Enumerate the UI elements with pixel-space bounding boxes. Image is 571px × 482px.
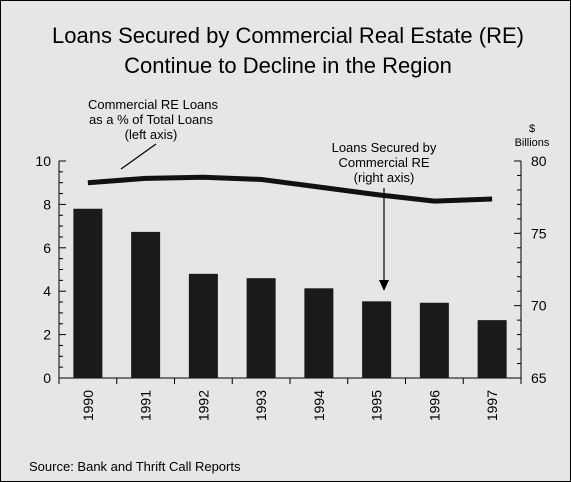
left-axis-tick-label: 2: [43, 327, 51, 343]
bar-annotation-line-2: Commercial RE: [338, 155, 429, 170]
bar: [419, 302, 449, 378]
bar: [477, 320, 507, 378]
x-axis-tick-label: 1991: [138, 390, 154, 421]
bar: [188, 273, 218, 378]
left-axis-tick-label: 4: [43, 283, 51, 299]
left-axis-tick-label: 0: [43, 370, 51, 386]
bar-annotation-line-1: Loans Secured by: [332, 140, 437, 155]
right-axis-tick-label: 75: [531, 225, 547, 241]
left-axis-tick-label: 6: [43, 240, 51, 256]
plot-area: 0 2 4 6 8 10 65 70 75 80 1990 1991 1992 1993 1994 1995 1…: [35, 153, 546, 421]
bar-annotation-arrow-head: [379, 280, 389, 291]
line-annotation-line-1: Commercial RE Loans: [88, 97, 219, 112]
right-axis-unit-line-2: Billions: [515, 137, 550, 149]
series-line: [87, 174, 493, 204]
x-axis-tick-label: 1997: [484, 390, 500, 421]
bar: [362, 301, 392, 378]
bar-annotation-line-3: (right axis): [354, 170, 415, 185]
x-axis-tick-label: 1990: [80, 390, 96, 421]
x-axis-tick-label: 1995: [369, 390, 385, 421]
x-axis-tick-label: 1994: [311, 390, 327, 421]
x-axis-tick-label: 1996: [426, 390, 442, 421]
line-annotation-line-3: (left axis): [125, 127, 178, 142]
left-axis-tick-label: 8: [43, 196, 51, 212]
line-annotation-pointer: [120, 143, 157, 170]
right-axis-tick-label: 65: [531, 370, 547, 386]
chart-title-line-1: Loans Secured by Commercial Real Estate …: [52, 23, 524, 48]
bar: [246, 278, 276, 378]
left-axis-tick-label: 10: [35, 153, 51, 169]
line-annotation-line-2: as a % of Total Loans: [89, 112, 214, 127]
bar: [304, 288, 334, 378]
x-axis-tick-label: 1993: [253, 390, 269, 421]
source-note: Source: Bank and Thrift Call Reports: [29, 459, 241, 474]
right-axis-tick-label: 70: [531, 298, 547, 314]
right-axis-tick-label: 80: [531, 153, 547, 169]
bar: [131, 231, 161, 378]
right-axis-unit-line-1: $: [529, 123, 535, 135]
bar: [73, 208, 103, 378]
x-axis-tick-label: 1992: [195, 390, 211, 421]
chart-title-line-2: Continue to Decline in the Region: [124, 53, 452, 78]
